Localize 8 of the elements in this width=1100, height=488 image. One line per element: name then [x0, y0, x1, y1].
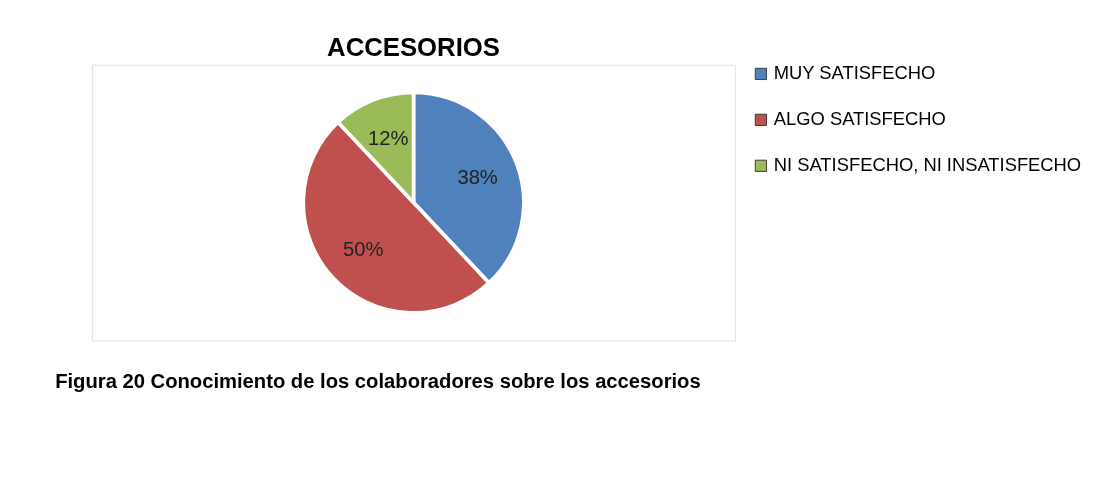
- chart-title: ACCESORIOS: [327, 32, 500, 61]
- legend-label: MUY SATISFECHO: [773, 62, 936, 84]
- legend-label: ALGO SATISFECHO: [773, 108, 946, 130]
- legend-label: NI SATISFECHO, NI INSATISFECHO: [773, 154, 1082, 176]
- data-label: 50%: [343, 238, 384, 261]
- text: Figura 20 Conocimiento de los colaboradores sobre los accesorios: [55, 370, 701, 393]
- data-label: 38%: [457, 165, 498, 188]
- data-label: 12%: [367, 126, 409, 149]
